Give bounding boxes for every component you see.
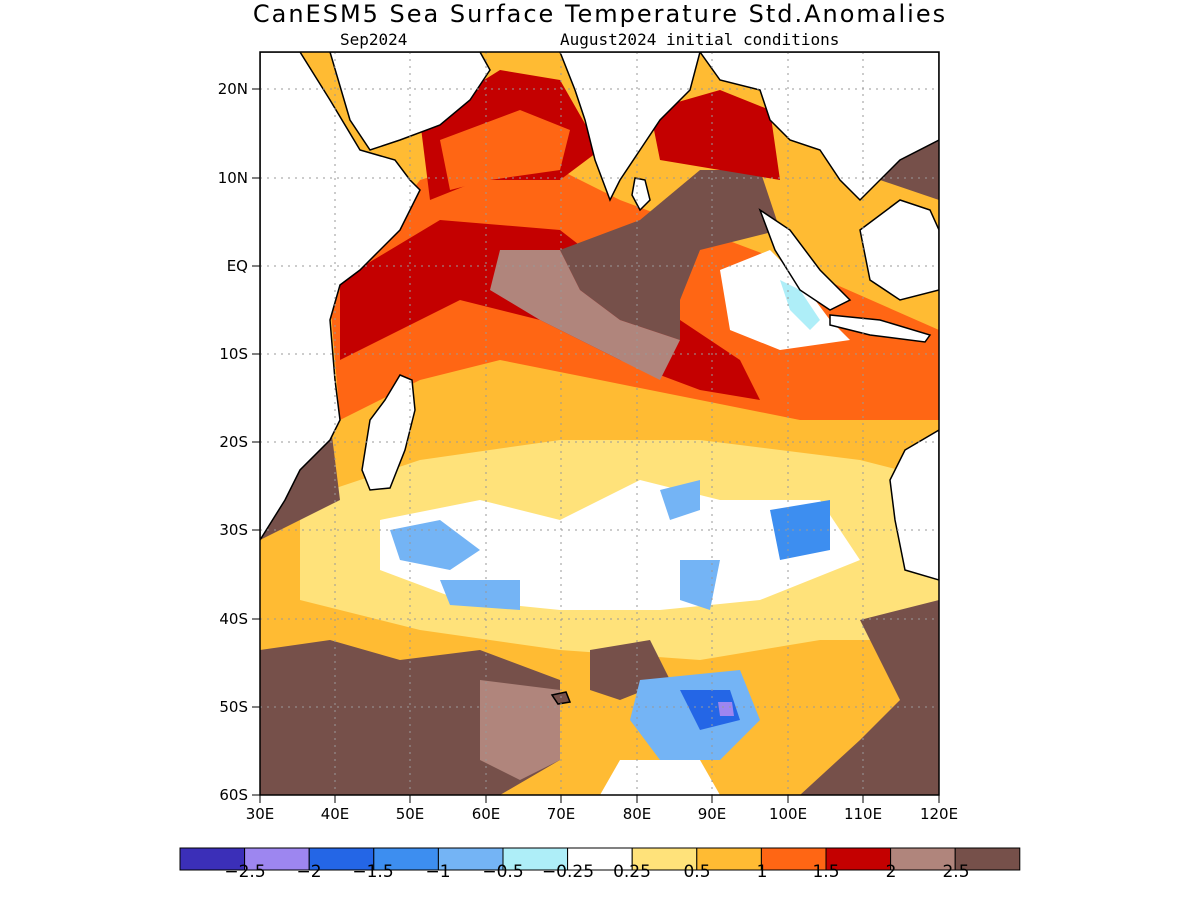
- lon-label-30e: 30E: [246, 805, 275, 823]
- lat-label-eq: EQ: [227, 257, 248, 275]
- colorbar: −2.5 −2 −1.5 −1 −0.5 −0.25 0.25 0.5 1 1.…: [179, 847, 1021, 882]
- lon-label-90e: 90E: [698, 805, 727, 823]
- field-blue-south-3: [660, 480, 700, 520]
- field-brown-equatorial: [560, 170, 780, 340]
- field-white-far-south: [600, 760, 720, 795]
- lat-label-10n: 10N: [218, 169, 248, 187]
- colorbar-label: −0.25: [542, 862, 594, 882]
- india: [559, 52, 701, 202]
- lat-label-50s: 50S: [219, 698, 248, 716]
- lon-label-60e: 60E: [472, 805, 501, 823]
- field-brown-southeast: [800, 600, 939, 795]
- land-masses: [260, 52, 939, 705]
- colorbar-swatch: [954, 847, 1021, 871]
- borneo: [859, 199, 939, 301]
- lat-label-60s: 60S: [219, 786, 248, 804]
- field-white-east: [720, 250, 850, 350]
- colorbar-label: 1: [757, 862, 768, 882]
- field-blue-south-5: [680, 560, 720, 610]
- field-orange-arabian: [440, 110, 570, 190]
- forecast-month: Sep2024: [340, 30, 408, 49]
- field-lightblue-east: [780, 280, 820, 330]
- field-purple-far-south: [718, 702, 734, 716]
- lat-label-40s: 40S: [219, 610, 248, 628]
- lon-label-110e: 110E: [844, 805, 882, 823]
- lon-axis: [259, 795, 940, 803]
- field-mauve-equatorial: [490, 250, 680, 380]
- sumatra: [758, 208, 852, 311]
- map-title: CanESM5 Sea Surface Temperature Std.Anom…: [252, 0, 948, 28]
- colorbar-label: 1.5: [812, 862, 839, 882]
- colorbar-label: −2.5: [224, 862, 265, 882]
- lon-label-50e: 50E: [396, 805, 425, 823]
- colorbar-label: 0.25: [613, 862, 651, 882]
- colorbar-label: −1: [425, 862, 450, 882]
- field-blue-south-1: [390, 520, 480, 570]
- colorbar-label: −2: [296, 862, 321, 882]
- australia: [889, 429, 939, 581]
- lon-label-80e: 80E: [623, 805, 652, 823]
- africa: [260, 52, 421, 542]
- java: [829, 314, 932, 343]
- lon-label-40e: 40E: [321, 805, 350, 823]
- initial-conditions: August2024 initial conditions: [560, 30, 840, 49]
- map-frame: [259, 51, 940, 796]
- field-white-south: [380, 480, 860, 610]
- colorbar-label: 0.5: [683, 862, 710, 882]
- lat-label-20n: 20N: [218, 80, 248, 98]
- lat-axis: [252, 88, 260, 796]
- field-red-bay: [650, 90, 780, 180]
- southeast-asia: [699, 52, 939, 202]
- lon-label-100e: 100E: [769, 805, 807, 823]
- anomaly-field: [260, 52, 939, 795]
- lon-label-70e: 70E: [547, 805, 576, 823]
- lat-label-20s: 20S: [219, 433, 248, 451]
- colorbar-label: 2: [886, 862, 897, 882]
- field-blue-south-2: [440, 580, 520, 610]
- colorbar-label: −1.5: [352, 862, 393, 882]
- colorbar-swatches: [179, 847, 1021, 871]
- field-darkblue-far-south: [680, 690, 740, 730]
- field-mauve-south: [480, 680, 560, 780]
- colorbar-label: 2.5: [942, 862, 969, 882]
- graticule: [260, 52, 939, 795]
- lat-label-10s: 10S: [219, 345, 248, 363]
- lat-label-30s: 30S: [219, 521, 248, 539]
- lon-label-120e: 120E: [920, 805, 958, 823]
- colorbar-label: −0.5: [482, 862, 523, 882]
- madagascar: [361, 374, 416, 491]
